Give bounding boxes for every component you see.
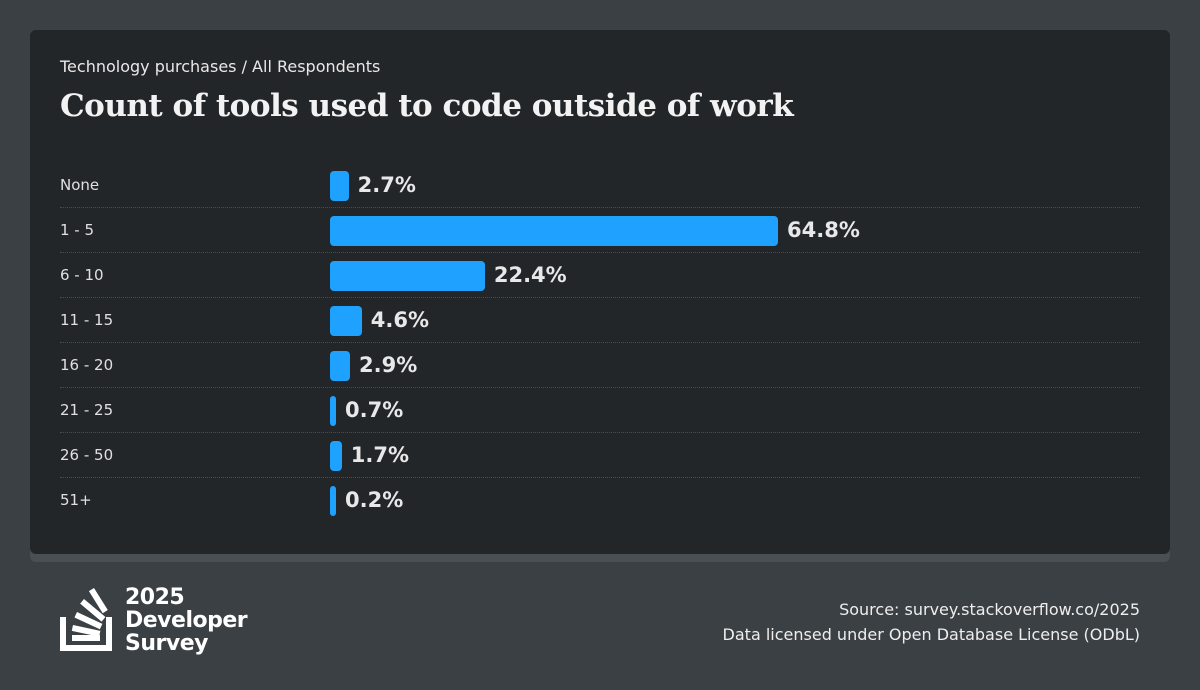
row-divider	[60, 387, 1140, 388]
bar	[330, 215, 778, 246]
row-divider	[60, 342, 1140, 343]
row-divider	[60, 432, 1140, 433]
bar-row: None 2.7%	[60, 163, 1140, 208]
row-divider	[60, 207, 1140, 208]
bar	[330, 260, 485, 291]
bar	[330, 395, 336, 426]
value-label: 0.7%	[345, 398, 404, 422]
logo-line2: Developer	[125, 608, 248, 633]
value-label: 1.7%	[350, 443, 409, 467]
bar-row: 51+ 0.2%	[60, 478, 1140, 523]
row-divider	[60, 297, 1140, 298]
bar-row: 6 - 10 22.4%	[60, 253, 1140, 298]
value-label: 2.9%	[359, 353, 418, 377]
value-label: 22.4%	[493, 263, 567, 287]
stack-overflow-logo-icon	[60, 588, 112, 651]
survey-logo-text: 2025 Developer Survey	[125, 585, 248, 656]
logo-year: 2025	[125, 585, 185, 610]
bar	[330, 305, 362, 336]
value-label: 4.6%	[370, 308, 430, 332]
category-label: 11 - 15	[60, 311, 114, 329]
bar	[330, 350, 351, 381]
bar	[330, 485, 336, 516]
value-label: 64.8%	[787, 218, 860, 242]
source-info: Source: survey.stackoverflow.co/2025 Dat…	[723, 597, 1140, 647]
bar-row: 21 - 25 0.7%	[60, 388, 1140, 433]
row-divider	[60, 477, 1140, 478]
bar-row: 11 - 15 4.6%	[60, 298, 1140, 343]
row-divider	[60, 252, 1140, 253]
chart-card: Technology purchases / All Respondents C…	[30, 30, 1170, 554]
logo-line3: Survey	[125, 631, 208, 656]
category-label: 16 - 20	[60, 356, 114, 374]
category-label: 26 - 50	[60, 446, 114, 464]
category-label: 1 - 5	[60, 221, 95, 239]
source-text: Source: survey.stackoverflow.co/2025	[839, 600, 1140, 619]
chart-title: Count of tools used to code outside of w…	[60, 88, 794, 124]
value-label: 2.7%	[357, 173, 416, 197]
bar-row: 1 - 5 64.8%	[60, 208, 1140, 253]
value-label: 0.2%	[345, 488, 404, 512]
license-text: Data licensed under Open Database Licens…	[722, 625, 1140, 644]
category-label: 21 - 25	[60, 401, 114, 419]
bar	[330, 440, 342, 471]
category-label: 6 - 10	[60, 266, 104, 284]
category-label: 51+	[60, 491, 92, 509]
bar-row: 16 - 20 2.9%	[60, 343, 1140, 388]
breadcrumb: Technology purchases / All Respondents	[60, 57, 381, 76]
bar-row: 26 - 50 1.7%	[60, 433, 1140, 478]
category-label: None	[60, 176, 100, 194]
bar	[330, 170, 349, 201]
